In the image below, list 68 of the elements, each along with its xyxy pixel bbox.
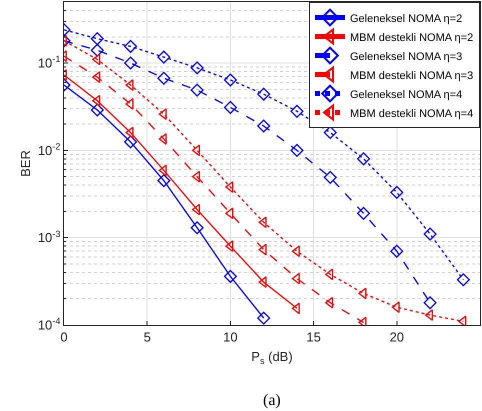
point (190, 61, 204, 74)
point (258, 276, 267, 288)
point (390, 186, 404, 199)
point (224, 73, 237, 86)
point (258, 244, 267, 256)
y-tick-label: 10$^{-3}$ (38, 228, 60, 246)
point (290, 144, 304, 157)
point (357, 152, 370, 166)
point (92, 71, 100, 83)
y-axis-title: BER (18, 150, 33, 177)
point (158, 133, 167, 145)
point (324, 170, 337, 184)
point (424, 309, 433, 321)
point (190, 84, 204, 97)
legend-label: MBM destekli NOMA η=3 (350, 70, 474, 82)
point (125, 126, 134, 138)
point (257, 312, 270, 325)
legend-label: Geleneksel NOMA η=3 (350, 50, 462, 63)
point (357, 206, 370, 220)
legend-label: Geleneksel NOMA η=2 (350, 12, 462, 25)
point (124, 135, 138, 148)
point (158, 108, 167, 120)
x-tick-label: 0 (60, 330, 68, 345)
x-tick-label: 15 (306, 330, 321, 345)
point (92, 54, 100, 66)
point (292, 272, 300, 284)
text: (a) (263, 392, 281, 409)
point (124, 40, 138, 53)
point (224, 270, 237, 283)
point (90, 32, 104, 46)
point (90, 103, 104, 116)
point (225, 240, 234, 252)
point (257, 88, 270, 101)
point (158, 164, 167, 176)
point (124, 56, 138, 70)
point (157, 50, 170, 64)
x-tick-label: 5 (144, 330, 151, 345)
point (125, 98, 134, 110)
point (224, 100, 237, 114)
legend-label: MBM destekli NOMA η=4 (350, 108, 474, 120)
point (192, 204, 200, 216)
point (157, 72, 170, 85)
y-tick-label: 10$^{-1}$ (38, 54, 60, 71)
x-axis-title: P$_{s}$ (dB) (251, 349, 293, 366)
point (424, 296, 437, 310)
legend-label: Geleneksel NOMA η=4 (350, 88, 462, 101)
point (324, 126, 337, 140)
point (192, 170, 200, 182)
point (292, 302, 300, 314)
point (390, 244, 404, 258)
point (225, 181, 234, 193)
point (125, 79, 134, 91)
point (90, 44, 104, 57)
y-tick-label: 10$^{-4}$ (38, 316, 60, 333)
point (190, 221, 204, 234)
legend-label: MBM destekli NOMA η=2 (350, 32, 474, 44)
point (257, 120, 270, 133)
point (157, 174, 170, 188)
y-tick-label: 10$^{-2}$ (38, 141, 60, 158)
point (424, 228, 437, 241)
point (456, 273, 470, 286)
x-tick-label: 20 (390, 330, 404, 345)
point (358, 288, 366, 300)
point (192, 144, 200, 156)
point (458, 316, 466, 325)
x-tick-label: 10 (223, 330, 238, 345)
point (290, 104, 304, 118)
point (325, 268, 334, 280)
